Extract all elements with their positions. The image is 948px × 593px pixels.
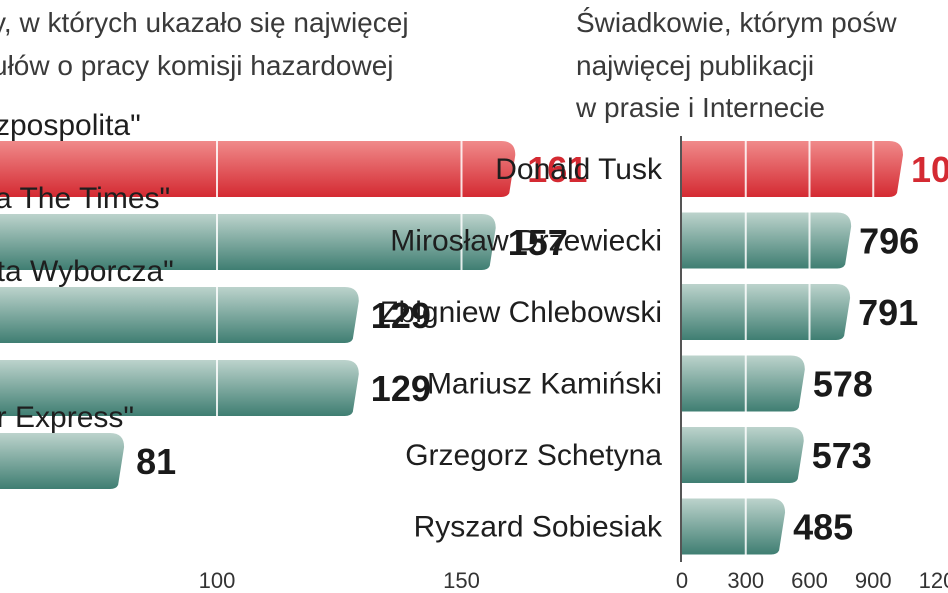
- left-category-labels: czpospolita"ka The Times"eta Wyborcza""e…: [0, 109, 174, 434]
- right-chart-title-line-3: w prasie i Internecie: [575, 92, 825, 123]
- right-category-label: Mariusz Kamiński: [427, 368, 662, 401]
- right-x-tick-label: 0: [676, 568, 688, 593]
- right-x-tick-label: 900: [855, 568, 892, 593]
- right-bars: [682, 141, 903, 555]
- right-chart: Świadkowie, którym pośw najwięcej publik…: [380, 6, 948, 593]
- right-category-label: Zbigniew Chlebowski: [380, 296, 662, 329]
- left-value-label: 129: [371, 368, 431, 409]
- left-value-label: 129: [371, 295, 431, 336]
- left-category-label: ka The Times": [0, 182, 170, 215]
- left-bar: [0, 433, 125, 489]
- right-bar: [682, 284, 851, 340]
- left-category-label: czpospolita": [0, 109, 141, 142]
- right-x-tick-label: 300: [727, 568, 764, 593]
- right-chart-title-line-2: najwięcej publikacji: [576, 50, 814, 81]
- left-x-tick-labels: 50100150: [199, 568, 480, 593]
- left-value-label: 157: [508, 222, 568, 263]
- right-category-label: Ryszard Sobiesiak: [414, 511, 663, 544]
- left-chart-title-line-2: ułów o pracy komisji hazardowej: [0, 50, 394, 81]
- right-value-label: 578: [813, 364, 873, 405]
- right-value-labels: 10 796 791 578 573 485: [793, 149, 948, 548]
- left-bar: [0, 287, 359, 343]
- right-bar: [682, 498, 786, 555]
- right-bar: [682, 212, 852, 269]
- left-bars: [0, 141, 516, 489]
- right-value-label: 10: [911, 149, 948, 190]
- right-value-label: 573: [812, 435, 872, 476]
- left-bar: [0, 141, 516, 197]
- right-value-label: 796: [859, 221, 919, 262]
- right-chart-title-line-1: Świadkowie, którym pośw: [576, 6, 897, 38]
- right-x-tick-label: 120: [919, 568, 948, 593]
- left-chart-title-line-1: y, w których ukazało się najwięcej: [0, 7, 409, 38]
- left-x-tick-label: 150: [443, 568, 480, 593]
- left-category-label: eta Wyborcza": [0, 255, 174, 288]
- right-value-label: 791: [858, 292, 918, 333]
- left-x-tick-label: 100: [199, 568, 236, 593]
- right-gridlines: [744, 141, 938, 555]
- right-value-label: 485: [793, 507, 853, 548]
- left-value-label: 81: [136, 441, 176, 482]
- right-category-label: Grzegorz Schetyna: [405, 439, 662, 472]
- left-gridlines: [216, 141, 463, 489]
- right-category-labels: Donald Tusk Mirosław Drzewiecki Zbigniew C…: [380, 153, 663, 544]
- right-bar: [682, 427, 804, 483]
- right-bar: [682, 141, 903, 197]
- left-value-label: 161: [527, 149, 587, 190]
- left-value-labels: 161 157 129 129 81: [136, 149, 587, 482]
- right-x-tick-label: 600: [791, 568, 828, 593]
- right-category-label: Donald Tusk: [495, 153, 663, 186]
- left-bar: [0, 360, 359, 416]
- left-chart: y, w których ukazało się najwięcej ułów …: [0, 7, 587, 593]
- right-category-label: Mirosław Drzewiecki: [390, 225, 662, 258]
- right-x-tick-labels: 0 300 600 900 120: [676, 568, 948, 593]
- left-category-label: er Express": [0, 401, 134, 434]
- left-bar: [0, 214, 496, 270]
- right-bar: [682, 355, 805, 412]
